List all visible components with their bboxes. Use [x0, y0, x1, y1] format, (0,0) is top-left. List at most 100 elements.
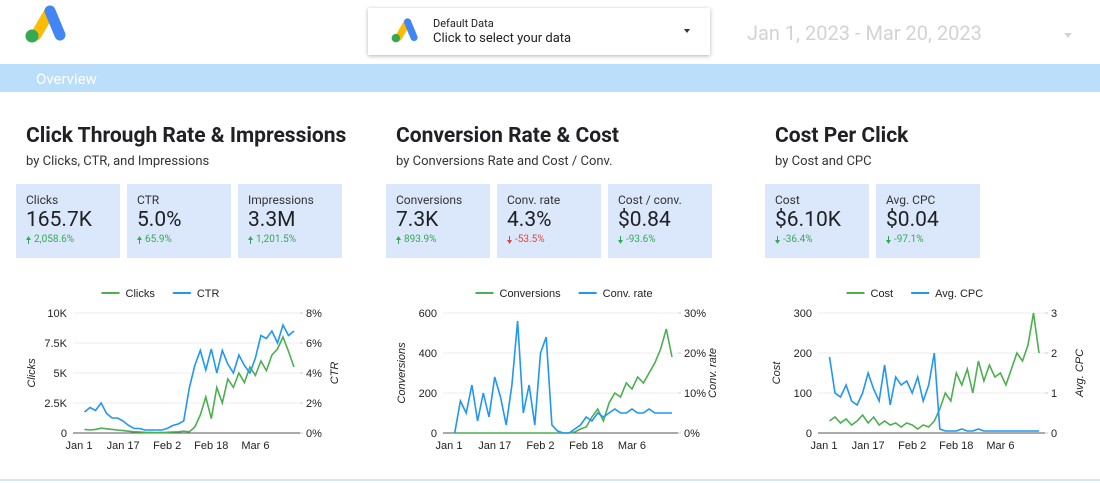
y-tick-label: 2.5K: [44, 398, 67, 410]
delta-arrow: [507, 236, 512, 244]
delta-arrow: [396, 236, 401, 244]
scorecard: Clicks 165.7K 2,058.6%: [16, 184, 120, 258]
y2-tick-label: 2%: [306, 398, 322, 410]
x-tick-label: Feb 2: [898, 440, 926, 452]
delta-arrow: [26, 236, 31, 244]
scorecard-delta: 65.9%: [145, 234, 172, 245]
scorecard: Avg. CPC $0.04 -97.1%: [876, 184, 980, 258]
scorecard-value: $0.84: [618, 208, 671, 232]
arrow-shape: [618, 236, 623, 244]
scorecard: Conv. rate 4.3% -53.5%: [497, 184, 601, 258]
section-title: Conversion Rate & Cost: [396, 124, 619, 148]
x-tick-label: Jan 17: [852, 440, 885, 452]
y-tick-label: 10K: [47, 308, 67, 320]
y-tick-label: 200: [794, 348, 812, 360]
delta-arrow: [137, 236, 142, 244]
scorecard-label: Impressions: [248, 193, 314, 207]
scorecard: Cost $6.10K -36.4%: [765, 184, 869, 258]
x-tick-label: Mar 6: [241, 440, 269, 452]
chart: 0 200 400 600 0% 10% 20% 30% Jan 1 Jan 17 Feb 2 Feb…: [396, 288, 719, 452]
source-hint: Click to select your data: [433, 31, 572, 46]
y-tick-label: 0: [806, 428, 812, 440]
arrow-shape: [507, 236, 512, 244]
tab[interactable]: Overview: [36, 70, 97, 88]
x-tick-label: Mar 6: [986, 440, 1014, 452]
y2-tick-label: 30%: [684, 308, 706, 320]
legend-label: Conversions: [500, 288, 562, 300]
scorecard-delta: -53.5%: [515, 234, 545, 245]
arrow-shape: [396, 236, 401, 244]
y-tick-label: 400: [419, 348, 437, 360]
y-tick-label: 600: [419, 308, 437, 320]
y-tick-label: 0: [431, 428, 437, 440]
scorecard: Cost / conv. $0.84 -93.6%: [608, 184, 712, 258]
legend-label: Conv. rate: [603, 288, 653, 300]
delta-arrow: [248, 236, 253, 244]
scorecard-delta: 2,058.6%: [34, 234, 75, 245]
arrow-shape: [248, 236, 253, 244]
x-tick-label: Feb 18: [194, 440, 228, 452]
scorecard-value: 7.3K: [396, 208, 439, 232]
x-tick-label: Feb 2: [526, 440, 554, 452]
date-caret: [1064, 33, 1072, 38]
section-title: Click Through Rate & Impressions: [26, 124, 347, 148]
scorecard-value: $6.10K: [775, 208, 841, 232]
dropdown-caret: [684, 29, 690, 33]
scorecard-value: $0.04: [886, 208, 939, 232]
chart: 0 100 200 300 0 1 2 3 Jan 1 Jan 17 Feb 2 Feb 18 Mar …: [771, 288, 1086, 452]
section-subtitle: by Cost and CPC: [775, 154, 872, 169]
arrow-shape: [137, 236, 142, 244]
y2-tick-label: 8%: [306, 308, 322, 320]
y2-tick-label: 1: [1051, 388, 1057, 400]
x-tick-label: Jan 1: [66, 440, 93, 452]
section-title: Cost Per Click: [775, 124, 909, 148]
scorecard-delta: 893.9%: [404, 234, 437, 245]
x-tick-label: Feb 18: [939, 440, 973, 452]
scorecard-delta: -97.1%: [894, 234, 924, 245]
arrow-shape: [26, 236, 31, 244]
x-tick-label: Jan 17: [107, 440, 140, 452]
scorecard: Impressions 3.3M 1,201.5%: [238, 184, 342, 258]
y-tick-label: 7.5K: [44, 338, 67, 350]
series-line: [829, 312, 1040, 430]
y2-tick-label: 6%: [306, 338, 322, 350]
legend-label: Cost: [871, 288, 894, 300]
x-tick-label: Jan 17: [478, 440, 511, 452]
arrow-shape: [775, 236, 780, 244]
source-title: Default Data: [433, 17, 494, 30]
legend-label: Avg. CPC: [935, 288, 983, 300]
data-source-picker[interactable]: Default Data Click to select your data: [368, 8, 710, 55]
scorecard-label: Conv. rate: [507, 193, 561, 207]
scorecard-value: 4.3%: [507, 208, 552, 232]
y2-tick-label: 20%: [684, 348, 706, 360]
scorecard-value: 5.0%: [137, 208, 182, 232]
scorecard-value: 3.3M: [248, 208, 296, 232]
y-tick-label: 200: [419, 388, 437, 400]
x-tick-label: Mar 6: [618, 440, 646, 452]
y2-axis-title: Conv. rate: [707, 348, 719, 398]
scorecard-label: Conversions: [396, 193, 463, 207]
date-range[interactable]: Jan 1, 2023 - Mar 20, 2023: [747, 21, 982, 45]
scorecard: Conversions 7.3K 893.9%: [386, 184, 490, 258]
y-tick-label: 100: [794, 388, 812, 400]
series-line: [84, 334, 295, 434]
scorecard-value: 165.7K: [26, 208, 92, 232]
logo: [25, 5, 66, 43]
y-axis-title: Cost: [771, 361, 783, 385]
delta-arrow: [886, 236, 891, 244]
chart: 0 2.5K 5K 7.5K 10K 0% 2% 4% 6% 8% Jan 1 Jan 17 Feb 2…: [26, 288, 341, 452]
series-line: [453, 320, 672, 434]
x-tick-label: Jan 1: [811, 440, 838, 452]
y-axis-title: Conversions: [396, 342, 408, 404]
y-axis-title: Clicks: [26, 358, 38, 388]
y2-tick-label: 3: [1051, 308, 1057, 320]
x-tick-label: Feb 2: [153, 440, 181, 452]
y2-tick-label: 0%: [306, 428, 322, 440]
series-line: [828, 352, 1039, 432]
scorecard-label: Cost / conv.: [618, 193, 682, 207]
y-tick-label: 5K: [54, 368, 68, 380]
scorecard-label: CTR: [137, 193, 160, 207]
y-tick-label: 300: [794, 308, 812, 320]
section-subtitle: by Clicks, CTR, and Impressions: [26, 154, 210, 169]
